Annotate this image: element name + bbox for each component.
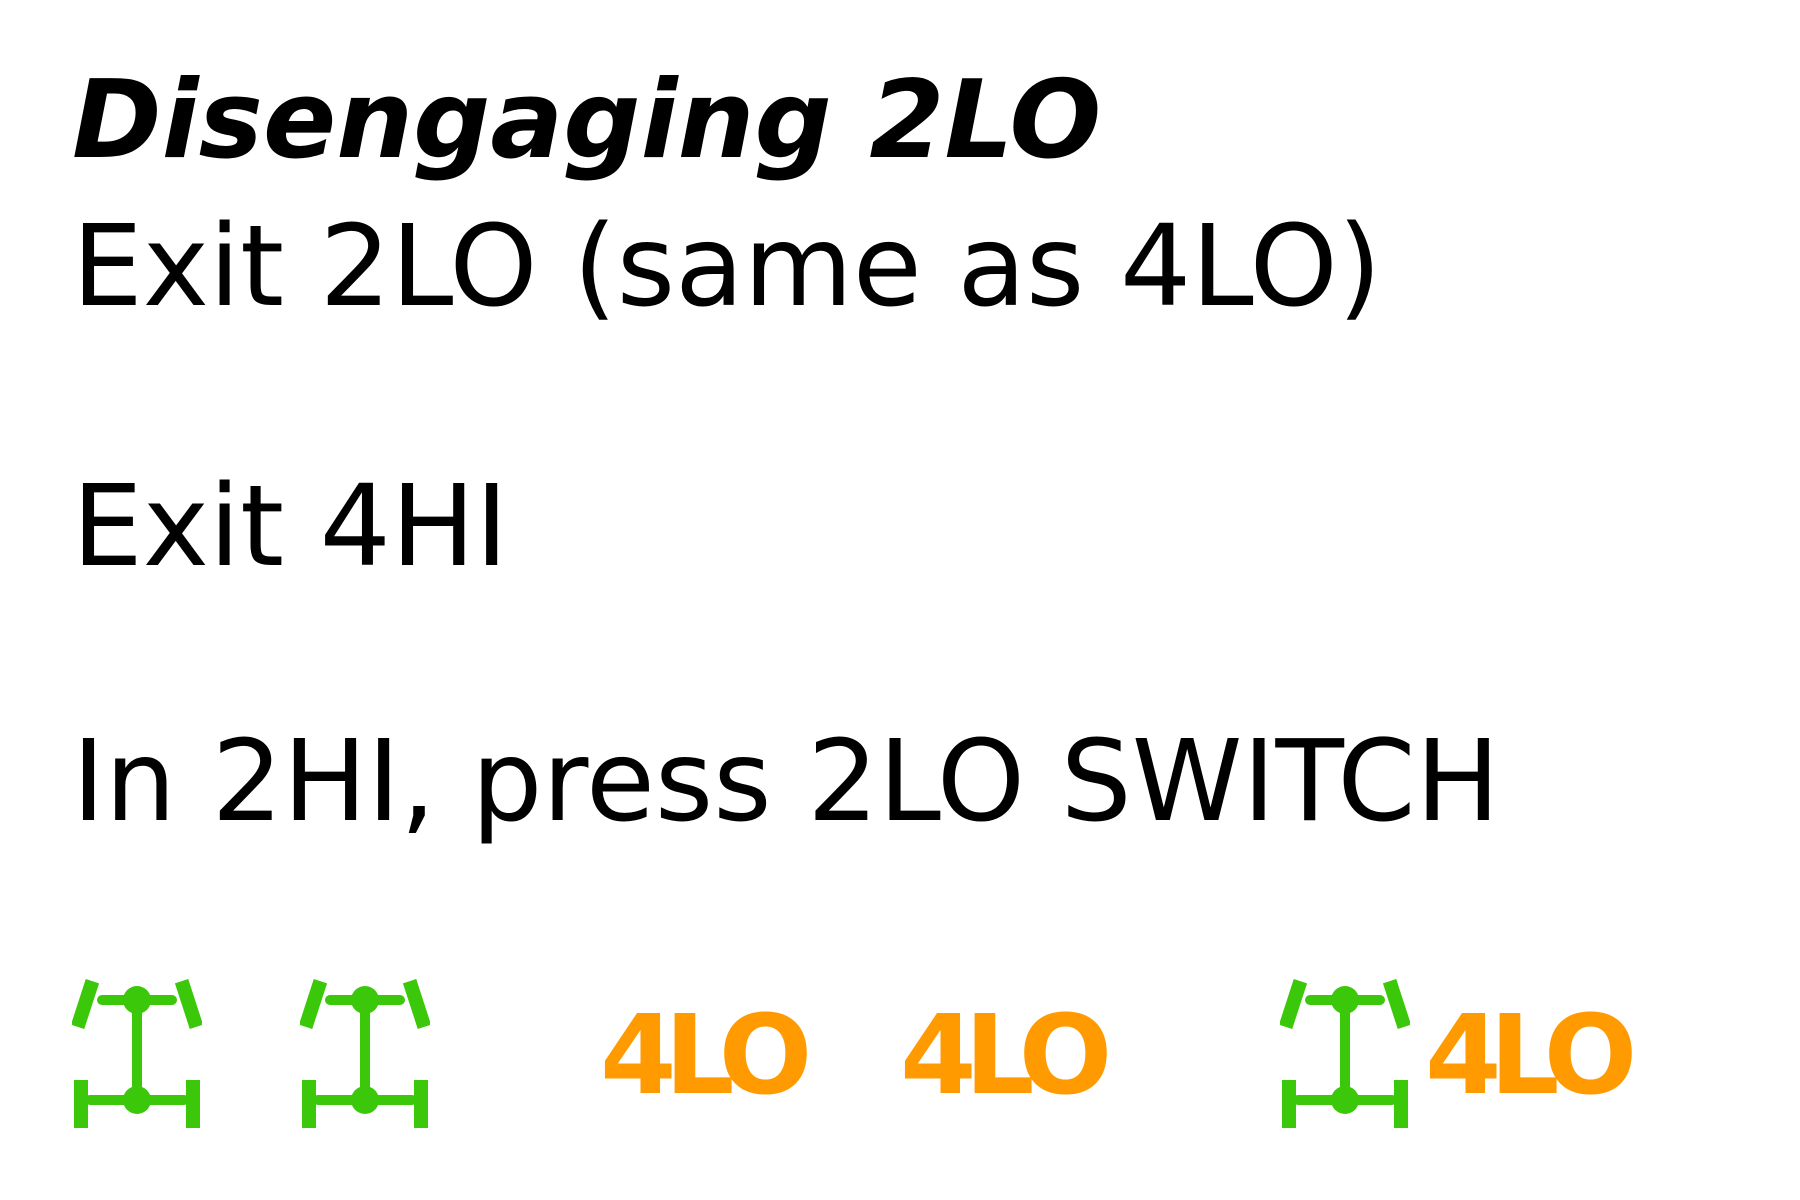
step-exit-4hi: Exit 4HI — [72, 462, 509, 592]
4wd-drivetrain-icon — [1278, 960, 1412, 1134]
indicator-row: 4LO 4LO 4LO — [0, 960, 1800, 1160]
page-title: Disengaging 2LO — [72, 58, 1102, 183]
4wd-drivetrain-icon — [298, 960, 432, 1134]
step-exit-2lo: Exit 2LO (same as 4LO) — [72, 202, 1382, 332]
4wd-drivetrain-icon — [70, 960, 204, 1134]
4lo-indicator-label: 4LO — [600, 991, 812, 1119]
4lo-indicator-label: 4LO — [1425, 991, 1637, 1119]
step-press-2lo-switch: In 2HI, press 2LO SWITCH — [72, 717, 1500, 847]
4lo-indicator-label: 4LO — [900, 991, 1112, 1119]
